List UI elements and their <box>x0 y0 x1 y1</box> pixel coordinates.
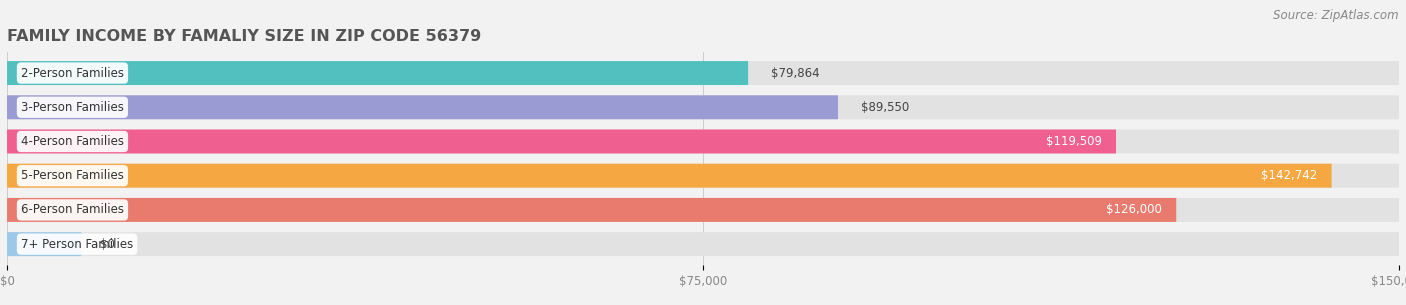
FancyBboxPatch shape <box>7 198 1399 222</box>
Text: 6-Person Families: 6-Person Families <box>21 203 124 217</box>
FancyBboxPatch shape <box>7 164 1399 188</box>
Text: 4-Person Families: 4-Person Families <box>21 135 124 148</box>
FancyBboxPatch shape <box>7 95 1399 119</box>
FancyBboxPatch shape <box>7 164 1331 188</box>
FancyBboxPatch shape <box>7 61 1399 85</box>
Text: 5-Person Families: 5-Person Families <box>21 169 124 182</box>
FancyBboxPatch shape <box>7 232 1399 256</box>
FancyBboxPatch shape <box>7 130 1116 153</box>
FancyBboxPatch shape <box>7 61 748 85</box>
Text: 2-Person Families: 2-Person Families <box>21 66 124 80</box>
FancyBboxPatch shape <box>7 198 1177 222</box>
Text: 3-Person Families: 3-Person Families <box>21 101 124 114</box>
FancyBboxPatch shape <box>7 232 82 256</box>
Text: $119,509: $119,509 <box>1046 135 1102 148</box>
Text: $126,000: $126,000 <box>1107 203 1163 217</box>
FancyBboxPatch shape <box>7 130 1399 153</box>
Text: $0: $0 <box>100 238 115 251</box>
Text: FAMILY INCOME BY FAMALIY SIZE IN ZIP CODE 56379: FAMILY INCOME BY FAMALIY SIZE IN ZIP COD… <box>7 29 481 44</box>
Text: Source: ZipAtlas.com: Source: ZipAtlas.com <box>1274 9 1399 22</box>
Text: $142,742: $142,742 <box>1261 169 1317 182</box>
FancyBboxPatch shape <box>7 95 838 119</box>
Text: $89,550: $89,550 <box>862 101 910 114</box>
Text: $79,864: $79,864 <box>772 66 820 80</box>
Text: 7+ Person Families: 7+ Person Families <box>21 238 134 251</box>
